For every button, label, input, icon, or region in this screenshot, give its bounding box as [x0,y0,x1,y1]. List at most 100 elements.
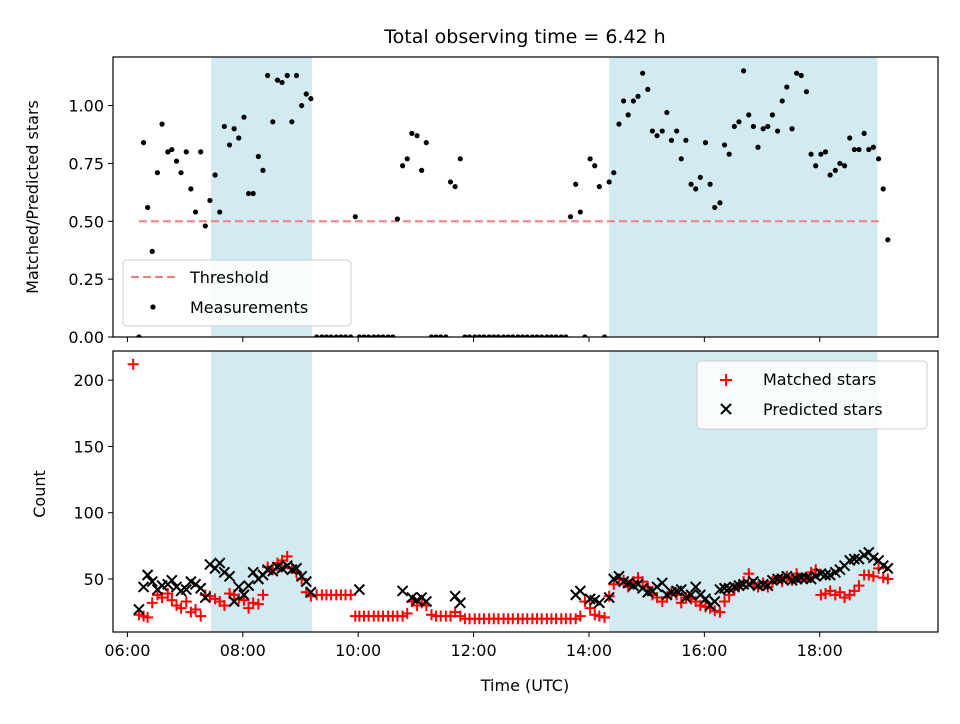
measurement-point [818,151,824,157]
measurement-point [847,135,853,141]
measurement-point [314,334,320,337]
measurement-point [674,128,680,134]
measurement-point [505,334,511,337]
measurement-point [173,158,180,164]
x-tick-label: 16:00 [681,641,727,660]
measurement-point [361,334,367,337]
y-tick-label: 0.75 [68,154,104,173]
predicted-star-point [819,569,832,581]
y-tick-label: 100 [73,504,104,523]
measurement-point [601,334,608,337]
predicted-stars-legend-label: Predicted stars [763,400,883,419]
measurement-point [414,133,420,139]
measurement-point [323,334,330,337]
measurement-point [573,181,579,187]
matched-star-point [218,599,230,611]
predicted-star-point [737,578,750,590]
predicted-stars-series [133,546,894,616]
measurement-point [712,204,718,211]
measurement-point [352,214,358,220]
predicted-star-point [300,575,312,588]
matched-star-point [162,588,174,600]
matched-star-point [401,607,413,619]
y-tick-label: 0.25 [68,270,104,289]
measurement-point [476,334,482,337]
measurement-point [755,144,761,150]
count-panel: 50 100 150 200 06:00 08:00 10:00 12:00 14:00 16:… [30,350,939,695]
measurement-point [544,334,550,337]
measurement-point [832,167,838,173]
measurement-point [226,142,233,148]
measurement-point [827,172,833,178]
measurement-point [534,334,540,337]
predicted-star-point [137,581,150,593]
predicted-star-point [133,603,145,616]
measurement-point [419,167,425,173]
measurement-point [649,128,656,134]
measurement-point [726,151,732,157]
measurement-point [308,96,314,102]
measurement-point [659,128,665,134]
measurement-point [231,126,237,132]
measurement-point [183,149,189,155]
x-axis-label: Time (UTC) [480,676,569,695]
predicted-star-point [141,569,154,581]
predicted-star-point [180,583,192,596]
measurement-point [784,84,790,90]
measurement-point [178,170,184,176]
measurement-point [731,123,737,130]
measurement-point [798,72,804,79]
count-axes-frame [112,350,939,633]
measurement-point [721,142,728,148]
matched-star-point [238,594,250,606]
predicted-star-point [199,591,212,604]
measurement-point [289,119,295,125]
measurement-point [813,163,819,169]
measurement-point [192,209,199,215]
measurement-point [270,119,276,125]
measurement-point [260,167,266,173]
predicted-star-point [718,582,731,594]
count-series [127,358,894,625]
matched-star-point [257,589,269,601]
matched-star-point [127,358,139,370]
y-tick-label: 200 [73,371,104,390]
predicted-star-point [247,566,259,579]
measurement-point [466,334,473,337]
predicted-star-point [420,595,432,608]
predicted-star-point [305,586,317,598]
predicted-star-point [709,595,721,608]
matched-star-point [190,603,201,615]
predicted-star-point [146,575,158,588]
measurement-point [539,334,545,337]
predicted-star-point [882,562,894,575]
matched-star-point [175,602,187,614]
measurement-point [462,334,468,337]
ratio-series [136,68,891,337]
x-tick-label: 12:00 [451,641,497,660]
measurement-point [241,114,247,120]
measurement-point [683,137,689,143]
highlight-span-1 [211,351,313,632]
chart-title: Total observing time = 6.42 h [383,26,665,48]
measurement-point [794,70,800,76]
measurement-point [803,89,810,95]
measurement-point [333,334,339,337]
measurement-point [385,334,391,337]
measurement-point [348,334,354,337]
matched-star-point [574,610,586,622]
ratio-panel: 0.00 0.25 0.50 0.75 1.00 Matched/Predicted s… [23,56,939,347]
count-y-ticks: 50 100 150 200 [73,371,113,589]
predicted-star-point [771,573,784,585]
matched-stars-legend-swatch [720,374,732,386]
matched-star-point [345,589,357,601]
measurements-legend-label: Measurements [190,298,308,317]
predicted-star-point [290,562,303,575]
ratio-axes-frame [112,56,939,338]
measurement-point [548,334,555,337]
measurement-point [375,334,381,337]
measurement-point [149,248,155,254]
measurement-point [212,172,218,178]
matched-star-point [252,598,264,610]
measurement-point [577,209,583,215]
